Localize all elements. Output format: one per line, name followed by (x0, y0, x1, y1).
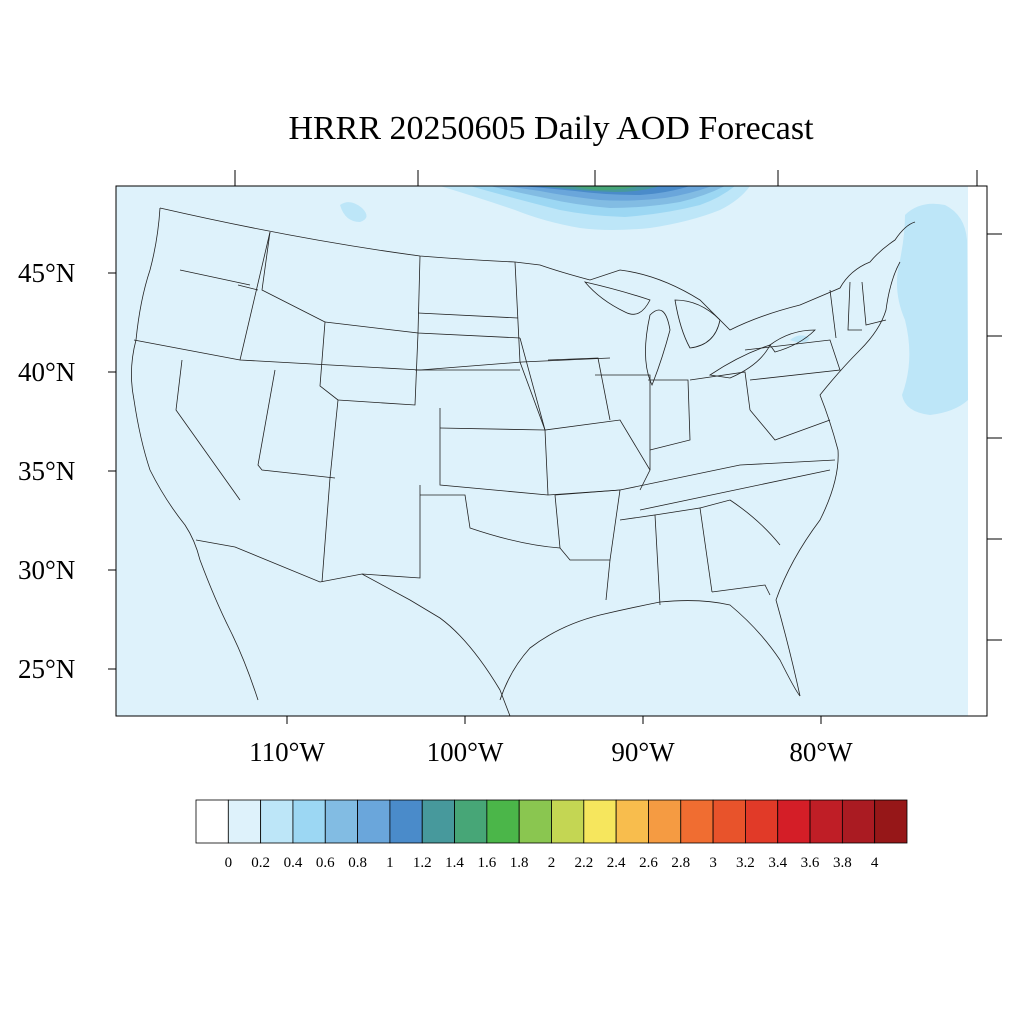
aod-field (116, 186, 968, 716)
lon-label-110w: 110°W (249, 737, 325, 767)
colorbar-swatch (615, 799, 649, 844)
colorbar-swatch (841, 799, 876, 844)
lon-label-80w: 80°W (789, 737, 853, 767)
colorbar-swatch (389, 799, 423, 844)
colorbar-tick-label: 1.6 (477, 855, 497, 871)
colorbar-tick-label: 0.8 (348, 855, 367, 871)
axis-ticks (108, 170, 1002, 724)
colorbar-tick-label: 3.8 (832, 855, 852, 871)
colorbar-swatch (874, 799, 908, 844)
colorbar-swatch (260, 799, 294, 844)
colorbar-tick-label: 1.8 (509, 855, 529, 871)
colorbar-swatch (324, 799, 358, 844)
colorbar-swatch (809, 799, 843, 844)
colorbar-tick-label: 3 (709, 855, 717, 871)
colorbar-tick-label: 3.4 (768, 855, 788, 871)
lat-label-45n: 45°N (18, 258, 76, 288)
colorbar-swatch (454, 799, 488, 844)
colorbar-tick-label: 1.4 (445, 855, 464, 871)
colorbar-tick-label: 0 (224, 855, 233, 871)
political-boundaries (131, 207, 916, 716)
colorbar-tick-label: 1.2 (412, 855, 432, 871)
colorbar-tick-label: 2.4 (606, 855, 626, 871)
colorbar-swatch (227, 799, 262, 844)
colorbar-swatch (518, 799, 552, 844)
colorbar-tick-label: 2 (547, 855, 556, 871)
colorbar-swatch (648, 799, 682, 844)
colorbar-swatch (357, 799, 391, 844)
colorbar-tick-label: 2.6 (639, 855, 658, 871)
colorbar-swatch (712, 799, 746, 844)
lat-label-25n: 25°N (18, 654, 76, 684)
lon-label-90w: 90°W (611, 737, 675, 767)
colorbar-swatch (292, 799, 326, 844)
colorbar-tick-label: 0.2 (251, 855, 270, 871)
colorbar-tick-label: 0.6 (315, 855, 335, 871)
colorbar-swatch (583, 799, 617, 844)
colorbar-swatch (421, 799, 455, 844)
colorbar-tick-label: 3.2 (736, 855, 755, 871)
colorbar-tick-label: 2.8 (671, 855, 691, 871)
colorbar (195, 799, 908, 844)
colorbar-tick-label: 2.2 (574, 855, 594, 871)
lon-label-100w: 100°W (426, 737, 504, 767)
map-title: HRRR 20250605 Daily AOD Forecast (288, 110, 814, 147)
map-frame (115, 185, 988, 717)
colorbar-tick-label: 4 (870, 855, 879, 871)
lat-label-35n: 35°N (18, 456, 76, 486)
colorbar-swatch (551, 799, 585, 844)
colorbar-swatch (745, 799, 779, 844)
colorbar-swatch (680, 799, 714, 844)
colorbar-swatch (486, 799, 520, 844)
colorbar-swatch (195, 799, 229, 844)
colorbar-swatch (777, 799, 811, 844)
colorbar-tick-label: 3.6 (800, 855, 820, 871)
lat-label-30n: 30°N (18, 555, 76, 585)
colorbar-tick-label: 0.4 (283, 855, 303, 871)
colorbar-tick-label: 1 (386, 855, 394, 871)
lat-label-40n: 40°N (18, 357, 76, 387)
